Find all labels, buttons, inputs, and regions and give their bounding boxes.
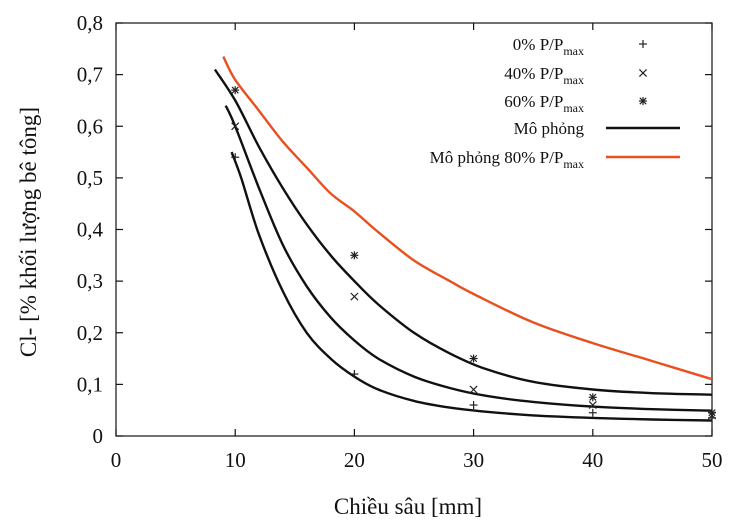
legend-marker-0-p-pmax (639, 40, 647, 48)
y-tick-label: 0,5 (77, 166, 103, 190)
mo-phong-curve-2 (224, 105, 713, 412)
0-p-pmax-point (231, 153, 240, 162)
y-tick-label: 0 (93, 424, 104, 448)
mo-phong-curve-1 (230, 151, 713, 422)
x-tick-label: 20 (344, 448, 365, 472)
y-tick-label: 0,2 (77, 321, 103, 345)
x-axis-title: Chiều sâu [mm] (334, 494, 482, 519)
40-p-pmax-point (350, 292, 359, 301)
0-p-pmax-point (469, 401, 478, 410)
legend-label-0-p-pmax: 0% P/Pmax (513, 35, 584, 58)
y-tick-label: 0,4 (77, 218, 104, 242)
x-tick-label: 50 (702, 448, 723, 472)
measurement-points (231, 86, 717, 422)
60-p-pmax-point (231, 86, 240, 95)
legend: 0% P/Pmax 40% P/Pmax 60% P/Pmax Mô phỏng Mô … (430, 35, 680, 171)
y-axis-title: Cl- [% khối lượng bê tông] (16, 107, 41, 357)
plot-frame (115, 22, 713, 437)
60-p-pmax-point (350, 251, 359, 260)
y-tick-label: 0,3 (77, 269, 103, 293)
x-tick-label: 40 (582, 448, 603, 472)
y-tick-label: 0,1 (77, 372, 103, 396)
x-tick-label: 10 (225, 448, 246, 472)
60-p-pmax-point (469, 354, 478, 363)
y-tick-label: 0,7 (77, 63, 103, 87)
40-p-pmax-point (469, 385, 478, 394)
y-tick-label: 0,6 (77, 114, 103, 138)
legend-label-mo-phong: Mô phỏng (514, 119, 585, 138)
legend-label-40-p-pmax: 40% P/Pmax (504, 64, 584, 87)
x-tick-label: 30 (463, 448, 484, 472)
0-p-pmax-point (350, 370, 359, 379)
legend-marker-60-p-pmax (639, 97, 647, 105)
legend-label-mo-phong-80-p-pmax: Mô phỏng 80% P/Pmax (430, 148, 584, 171)
60-p-pmax-point (708, 408, 716, 417)
legend-marker-40-p-pmax (638, 68, 648, 78)
mo-phong-80-p-pmax-curve-1 (222, 56, 713, 381)
40-p-pmax-point (588, 401, 597, 410)
axis-ticks: 0 10 20 30 40 50 0 0,1 0,2 0,3 0,4 0,5 0,6 0,7 0,8 (77, 11, 723, 472)
x-tick-label: 0 (111, 448, 122, 472)
0-p-pmax-point (588, 408, 597, 417)
simulation-curves (213, 56, 713, 422)
y-tick-label: 0,8 (77, 11, 103, 35)
40-p-pmax-point (231, 122, 240, 131)
60-p-pmax-point (588, 393, 597, 402)
mo-phong-curve-3 (213, 68, 713, 396)
legend-label-60-p-pmax: 60% P/Pmax (504, 92, 584, 115)
